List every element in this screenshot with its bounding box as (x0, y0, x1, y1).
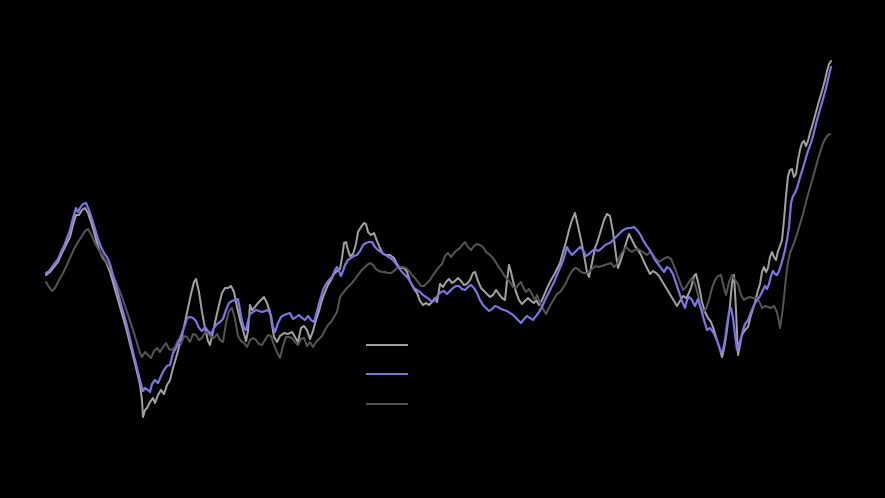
series-2-purple-line (44, 65, 833, 394)
legend (366, 344, 408, 405)
series-3-dark-gray-line (45, 133, 831, 359)
